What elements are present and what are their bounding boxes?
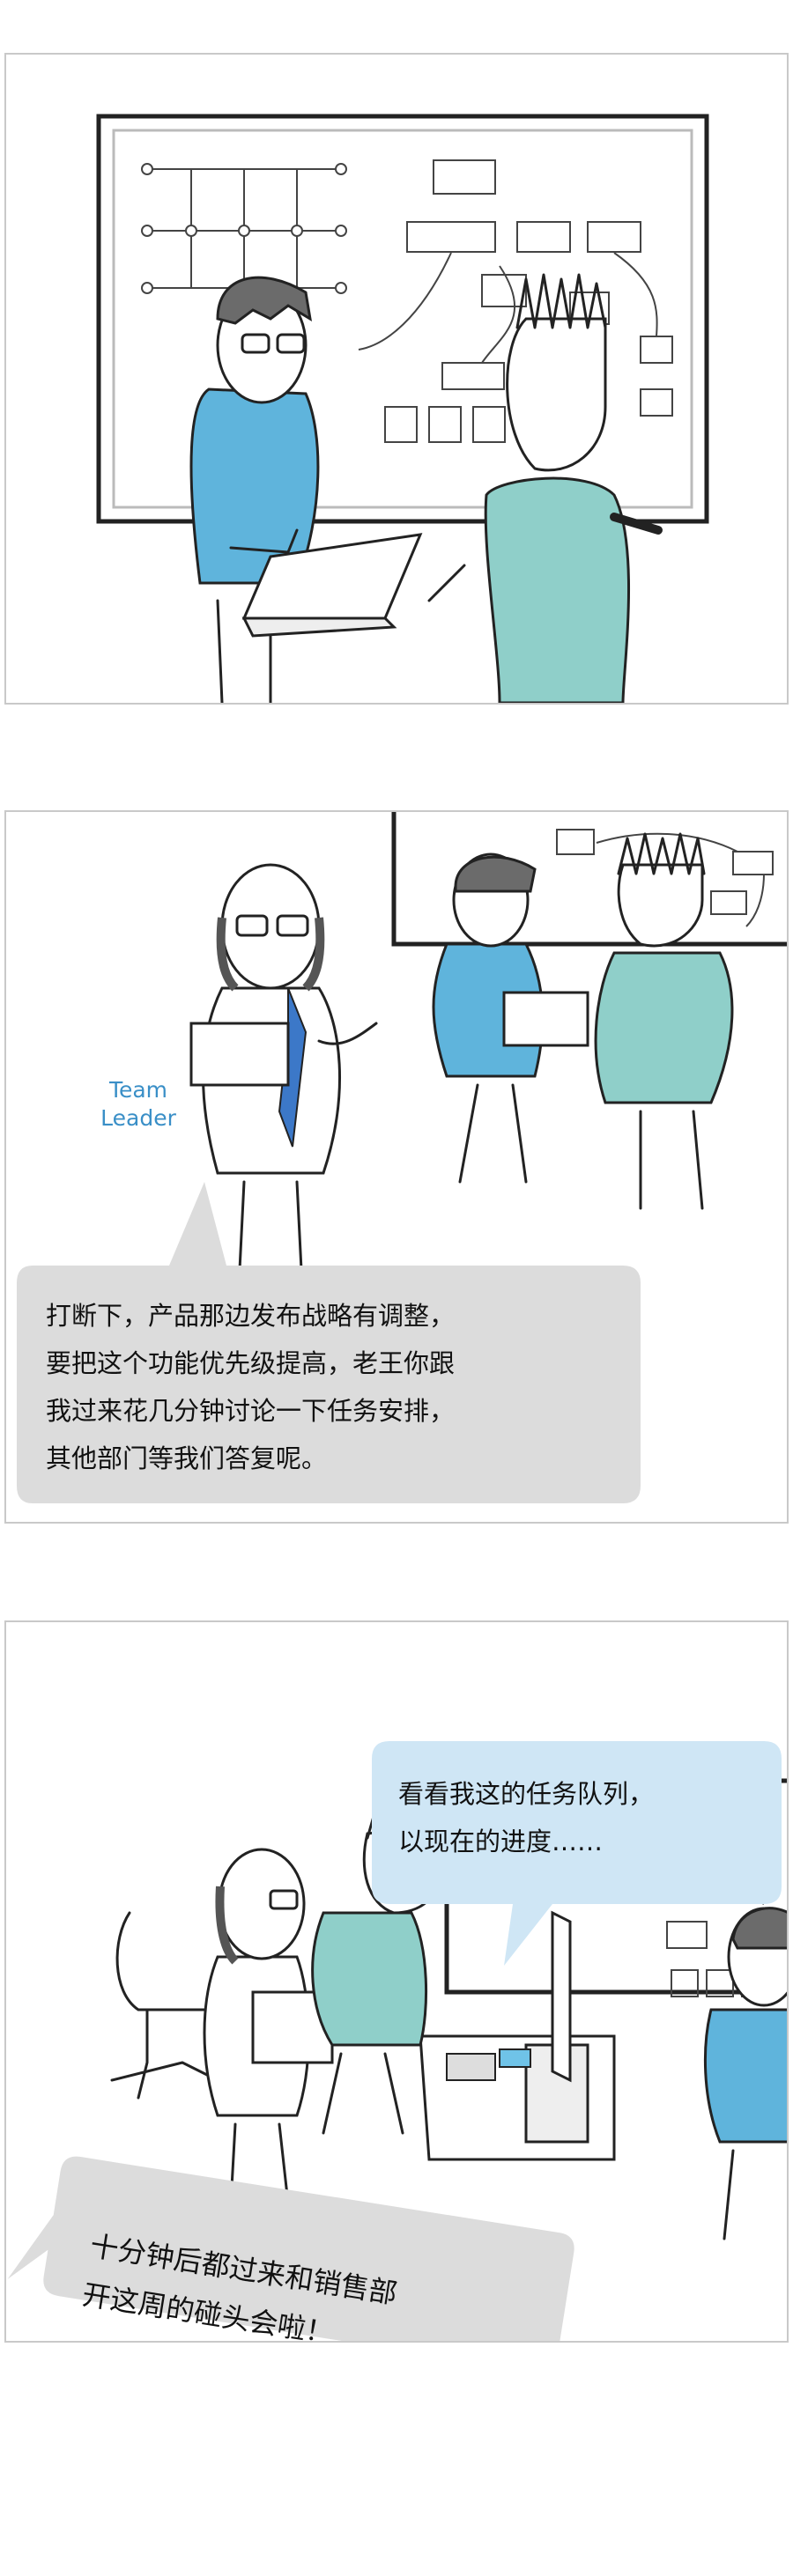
character-team-leader	[189, 863, 378, 1272]
comic-panel-3: 看看我这的任务队列， 以现在的进度…… 十分钟后都过来和销售部 开这周的碰头会啦…	[4, 1620, 789, 2343]
office-chair	[110, 1911, 219, 2100]
laptop	[189, 1022, 290, 1087]
character-plaid-shirt	[427, 273, 663, 703]
keyboard	[446, 2053, 496, 2081]
monitor	[551, 1910, 572, 2083]
team-leader-speech-text: 打断下，产品那边发布战略有调整， 要把这个功能优先级提高，老王你跟 我过来花几分…	[46, 1301, 456, 1473]
character-blue-shirt	[432, 853, 589, 1184]
plaid-speech-text: 看看我这的任务队列， 以现在的进度……	[398, 1779, 655, 1856]
speech-bubble-meeting	[7, 2156, 574, 2341]
panel-1-illustration	[96, 114, 709, 703]
panel-3-illustration	[7, 1741, 787, 2341]
comic-panel-2: Team Leader 打断下，产品那边发布战略有调整， 要把这个功能优先级提高…	[4, 810, 789, 1524]
laptop	[502, 991, 589, 1047]
character-blue-shirt	[703, 1907, 787, 2240]
whiteboard-tree-diagram	[141, 163, 347, 294]
character-plaid-shirt	[594, 832, 734, 1210]
character-team-leader	[203, 1848, 334, 2205]
team-leader-label: Team Leader	[100, 1077, 176, 1131]
comic-panel-1	[4, 53, 789, 705]
speech-bubble-plaid	[372, 1741, 782, 1966]
speech-bubble-team-leader	[17, 1182, 641, 1503]
desk	[419, 1910, 616, 2161]
whiteboard	[391, 812, 787, 947]
whiteboard-boxes	[358, 159, 673, 443]
laptop	[241, 533, 423, 638]
panel-2-illustration	[17, 812, 787, 1503]
character-blue-shirt	[189, 276, 320, 703]
phone	[499, 2048, 531, 2068]
